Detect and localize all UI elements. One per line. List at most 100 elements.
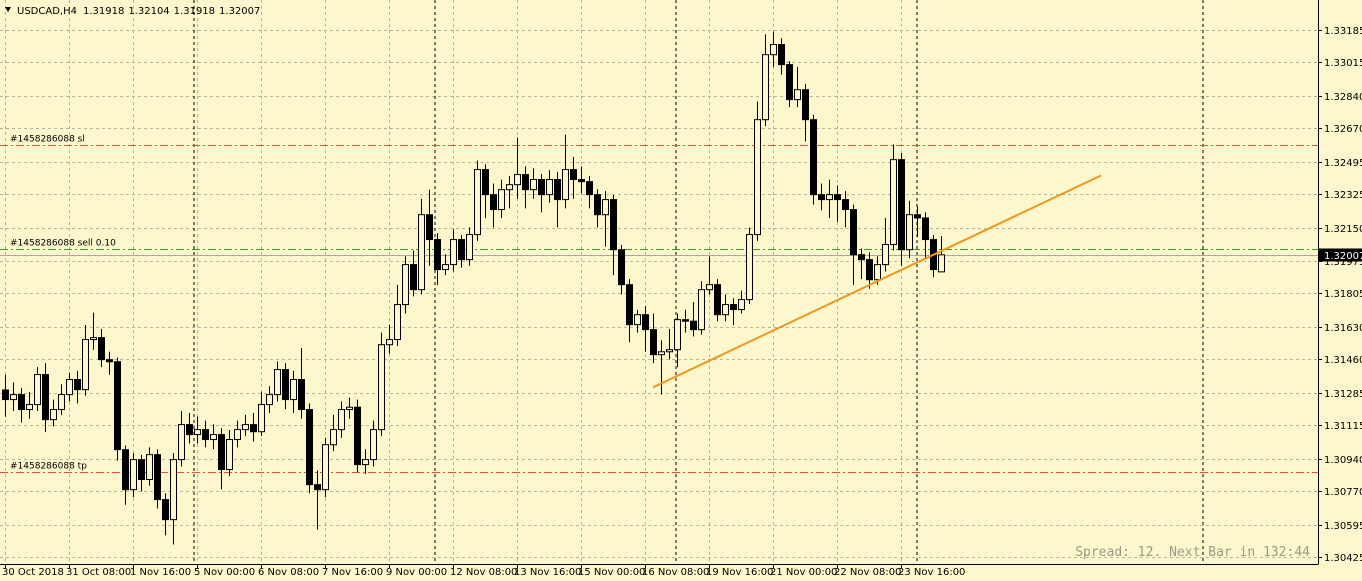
candle-body [370, 429, 377, 461]
candle-body [122, 449, 129, 491]
grid-layer [0, 0, 1318, 564]
candle-body [594, 194, 601, 216]
candle-body [266, 394, 273, 406]
candle-body [98, 337, 105, 361]
candle-body [418, 214, 425, 291]
candles [2, 31, 1102, 545]
candle-body [850, 209, 857, 256]
candle-body [730, 304, 737, 311]
price-box-label: 1.32007 [1324, 251, 1362, 262]
candle-body [306, 409, 313, 486]
candle-body [826, 194, 833, 201]
candle-body [186, 424, 193, 436]
candle-body [226, 439, 233, 471]
period-separators [193, 0, 1204, 564]
candle-body [442, 264, 449, 271]
y-tick-label: 1.31630 [1324, 323, 1362, 334]
y-tick-label: 1.32670 [1324, 124, 1362, 135]
candle-body [330, 429, 337, 446]
candle-body [858, 254, 865, 261]
candle-body [626, 284, 633, 326]
candle-body [674, 319, 681, 351]
candle-body [498, 189, 505, 211]
candle-body [914, 214, 921, 219]
candle-body [202, 429, 209, 441]
candle-body [578, 179, 585, 183]
x-tick-label: 19 Nov 16:00 [706, 567, 773, 578]
candle-body [258, 404, 265, 433]
candle-body [426, 214, 433, 241]
candle-body [234, 429, 241, 441]
candle-body [874, 264, 881, 281]
y-tick-label: 1.32150 [1324, 224, 1362, 235]
x-tick-label: 31 Oct 08:00 [66, 567, 131, 578]
candle-body [810, 119, 817, 196]
candle-body [618, 249, 625, 286]
y-tick-label: 1.31805 [1324, 289, 1362, 300]
candle-body [722, 304, 729, 316]
candle-body [114, 361, 121, 451]
y-tick-label: 1.30595 [1324, 521, 1362, 532]
candle-body [138, 459, 145, 480]
candle-body [658, 351, 665, 356]
candle-body [906, 214, 913, 251]
candle-body [74, 379, 81, 391]
candle-body [746, 234, 753, 301]
candle-body [354, 406, 361, 466]
x-tick-label: 5 Nov 00:00 [194, 567, 255, 578]
y-tick-label: 1.30940 [1324, 455, 1362, 466]
candle-body [714, 284, 721, 316]
candle-body [762, 54, 769, 121]
menu-triangle[interactable] [5, 7, 11, 12]
x-tick-label: 22 Nov 08:00 [834, 567, 901, 578]
candle-body [274, 369, 281, 396]
candle-body [866, 259, 873, 281]
candle-body [698, 289, 705, 331]
candle-body [282, 369, 289, 401]
candle-body [634, 314, 641, 326]
candle-body [778, 44, 785, 66]
candle-body [338, 409, 345, 431]
candle-body [834, 194, 841, 201]
candle-body [538, 179, 545, 196]
y-tick-label: 1.32325 [1324, 190, 1362, 201]
candle-body [434, 239, 441, 271]
x-tick-label: 16 Nov 08:00 [642, 567, 709, 578]
y-tick-label: 1.33015 [1324, 58, 1362, 69]
x-tick-label: 9 Nov 00:00 [386, 567, 447, 578]
candle-body [194, 429, 201, 436]
y-tick-label: 1.31285 [1324, 389, 1362, 400]
candle-body [346, 406, 353, 411]
x-tick-label: 6 Nov 08:00 [258, 567, 319, 578]
candle-body [394, 304, 401, 341]
x-tick-label: 13 Nov 16:00 [514, 567, 581, 578]
y-tick-label: 1.31460 [1324, 355, 1362, 366]
candle-body [570, 169, 577, 181]
candle-body [26, 404, 33, 411]
candle-body [178, 424, 185, 461]
order-levels: #1458286088 sl #1458286088 sell 0.10 #1458… [0, 135, 1318, 473]
x-tick-label: 21 Nov 00:00 [770, 567, 837, 578]
candle-body [770, 44, 777, 56]
y-tick-label: 1.30770 [1324, 487, 1362, 498]
candle-body [650, 329, 657, 356]
candle-body [458, 239, 465, 261]
order-level-label: #1458286088 sell 0.10 [10, 239, 116, 249]
candle-body [490, 194, 497, 211]
y-tick-label: 1.32840 [1324, 92, 1362, 103]
candle-body [314, 484, 321, 491]
candle-body [362, 459, 369, 466]
candle-body [162, 499, 169, 521]
candle-body [706, 284, 713, 291]
candle-body [58, 394, 65, 411]
candle-body [514, 174, 521, 186]
candle-body [298, 379, 305, 411]
header-close: 1.32007 [219, 6, 260, 17]
symbol: USDCAD,H4 [17, 6, 77, 17]
candle-body [602, 199, 609, 216]
candle-body [682, 319, 689, 322]
candle-body [82, 339, 89, 391]
order-level-label: #1458286088 tp [10, 462, 87, 472]
candle-body [818, 194, 825, 201]
